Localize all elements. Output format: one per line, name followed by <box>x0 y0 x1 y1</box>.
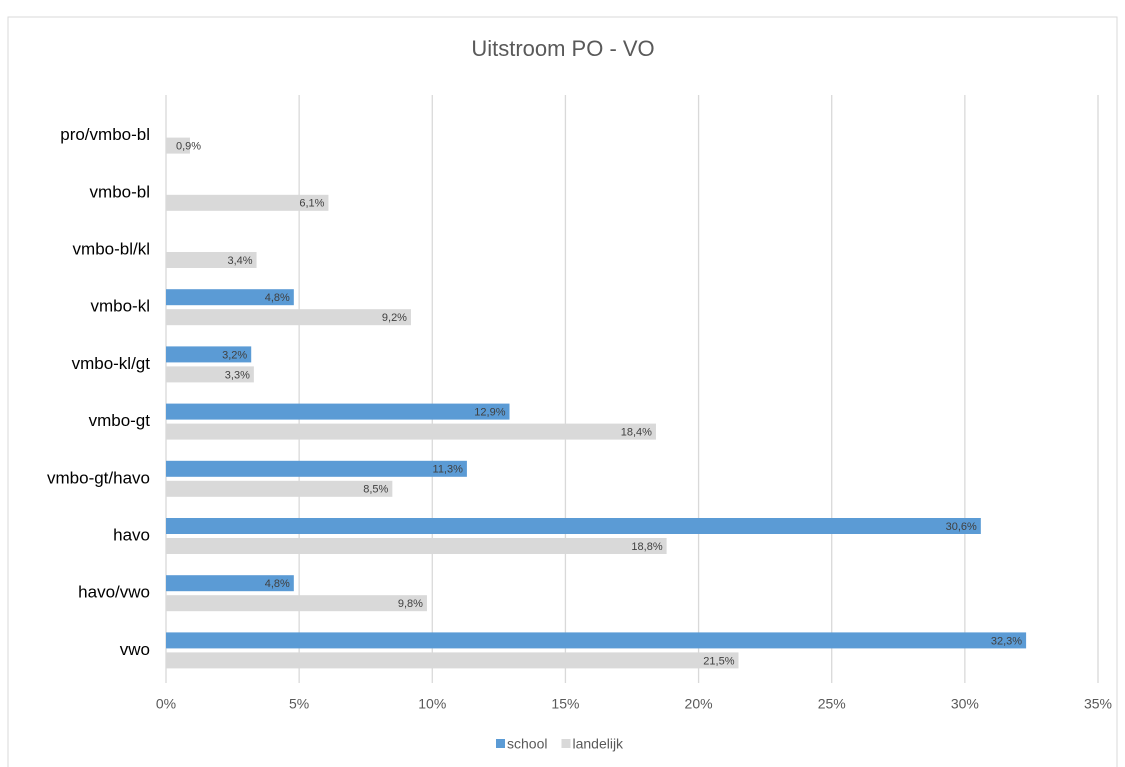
data-label: 18,4% <box>621 427 652 439</box>
x-tick-label: 25% <box>818 696 846 712</box>
data-label: 12,9% <box>474 407 505 419</box>
data-label: 11,3% <box>433 464 464 476</box>
data-label: 32,3% <box>991 635 1022 647</box>
bar <box>166 289 294 306</box>
y-tick-label: vmbo-bl/kl <box>73 239 150 258</box>
bar <box>166 460 467 477</box>
data-label: 4,8% <box>265 292 290 304</box>
x-tick-label: 0% <box>156 696 176 712</box>
bar <box>166 575 294 592</box>
legend-label: school <box>507 736 547 752</box>
data-label: 4,8% <box>265 578 290 590</box>
bar <box>166 632 1027 649</box>
bar <box>166 309 411 326</box>
data-label: 18,8% <box>631 541 662 553</box>
data-label: 3,4% <box>227 255 252 267</box>
y-tick-label: vmbo-kl <box>90 297 150 316</box>
x-tick-label: 10% <box>418 696 446 712</box>
x-tick-label: 35% <box>1084 696 1112 712</box>
x-tick-label: 5% <box>289 696 309 712</box>
y-tick-label: vmbo-gt/havo <box>47 468 150 487</box>
x-tick-label: 30% <box>951 696 979 712</box>
data-label: 8,5% <box>363 484 388 496</box>
bar <box>166 137 190 154</box>
y-tick-label: havo <box>113 525 150 544</box>
x-tick-label: 20% <box>685 696 713 712</box>
y-tick-label: vwo <box>120 640 150 659</box>
bar <box>166 652 739 669</box>
bar <box>166 194 329 211</box>
bar <box>166 518 981 534</box>
data-label: 3,3% <box>225 369 250 381</box>
bar <box>166 595 427 612</box>
data-label: 0,9% <box>176 141 201 153</box>
bar <box>166 538 667 554</box>
y-tick-label: pro/vmbo-bl <box>60 125 150 144</box>
legend-swatch <box>561 739 571 748</box>
bar <box>166 423 656 440</box>
chart-title: Uitstroom PO - VO <box>471 36 654 61</box>
data-label: 3,2% <box>222 349 247 361</box>
x-tick-label: 15% <box>551 696 579 712</box>
bar <box>166 366 254 383</box>
data-label: 30,6% <box>946 521 977 533</box>
data-label: 21,5% <box>703 655 734 667</box>
bar <box>166 252 257 268</box>
y-tick-label: vmbo-kl/gt <box>72 354 151 373</box>
y-tick-label: vmbo-bl <box>90 182 150 201</box>
data-label: 9,8% <box>398 598 423 610</box>
data-label: 6,1% <box>299 198 324 210</box>
y-tick-label: havo/vwo <box>78 583 150 602</box>
legend-swatch <box>496 739 505 748</box>
y-tick-label: vmbo-gt <box>89 411 151 430</box>
bar <box>166 480 393 497</box>
legend-label: landelijk <box>572 736 624 752</box>
bar <box>166 346 252 363</box>
data-label: 9,2% <box>382 312 407 324</box>
bar <box>166 403 510 420</box>
